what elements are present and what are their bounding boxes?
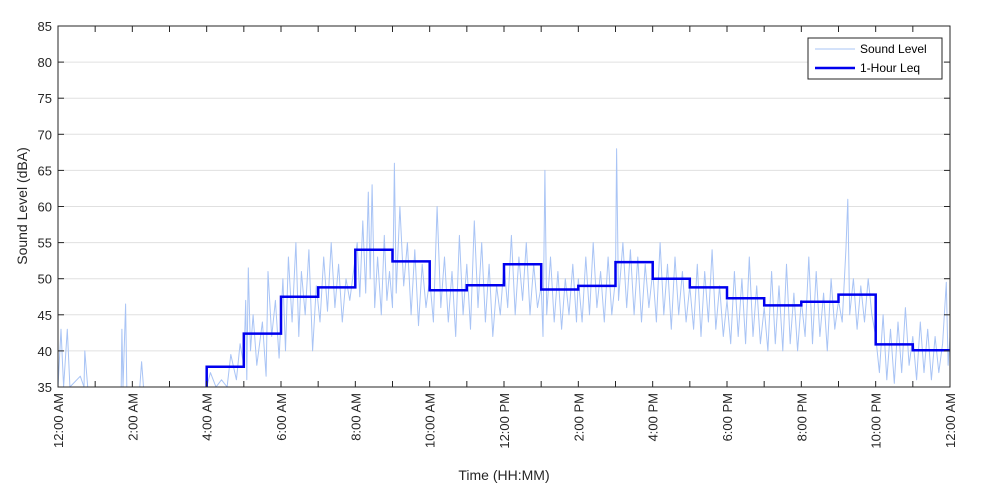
- tick-marks: [57, 25, 951, 388]
- x-tick-label: 8:00 AM: [348, 393, 363, 441]
- series-sound-level-line: [57, 148, 951, 388]
- series-1-hour-leq-line: [205, 248, 950, 387]
- y-tick-label: 45: [38, 308, 52, 323]
- x-tick-label: 12:00 PM: [497, 393, 512, 449]
- x-tick-label: 2:00 AM: [125, 393, 140, 441]
- legend: Sound Level 1-Hour Leq: [807, 37, 943, 80]
- x-tick-labels: 12:00 AM 2:00 AM 4:00 AM 6:00 AM 8:00 AM 10:0…: [51, 393, 958, 449]
- x-tick-label: 4:00 PM: [646, 393, 661, 441]
- y-tick-label: 40: [38, 344, 52, 359]
- y-axis-title: Sound Level (dBA): [14, 147, 30, 265]
- x-tick-label: 8:00 PM: [794, 393, 809, 441]
- y-tick-label: 75: [38, 91, 52, 106]
- y-tick-label: 80: [38, 55, 52, 70]
- y-tick-label: 70: [38, 127, 52, 142]
- x-tick-label: 10:00 PM: [869, 393, 884, 449]
- legend-box: [807, 37, 943, 80]
- x-axis-title: Time (HH:MM): [458, 467, 549, 483]
- x-tick-label: 6:00 PM: [720, 393, 735, 441]
- y-tick-label: 55: [38, 236, 52, 251]
- x-tick-label: 12:00 AM: [51, 393, 66, 448]
- y-tick-label: 35: [38, 380, 52, 395]
- legend-label-sound-level: Sound Level: [860, 42, 927, 56]
- x-tick-label: 12:00 AM: [943, 393, 958, 448]
- y-tick-label: 85: [38, 19, 52, 34]
- y-tick-label: 60: [38, 200, 52, 215]
- y-tick-labels: 35 40 45 50 55 60 65 70 75 80 85: [38, 19, 52, 395]
- x-tick-label: 10:00 AM: [423, 393, 438, 448]
- x-tick-label: 6:00 AM: [274, 393, 289, 441]
- y-tick-label: 65: [38, 163, 52, 178]
- y-tick-label: 50: [38, 272, 52, 287]
- x-tick-label: 4:00 AM: [200, 393, 215, 441]
- x-tick-label: 2:00 PM: [571, 393, 586, 441]
- series-layer: [57, 148, 951, 388]
- legend-label-1-hour-leq: 1-Hour Leq: [860, 61, 920, 75]
